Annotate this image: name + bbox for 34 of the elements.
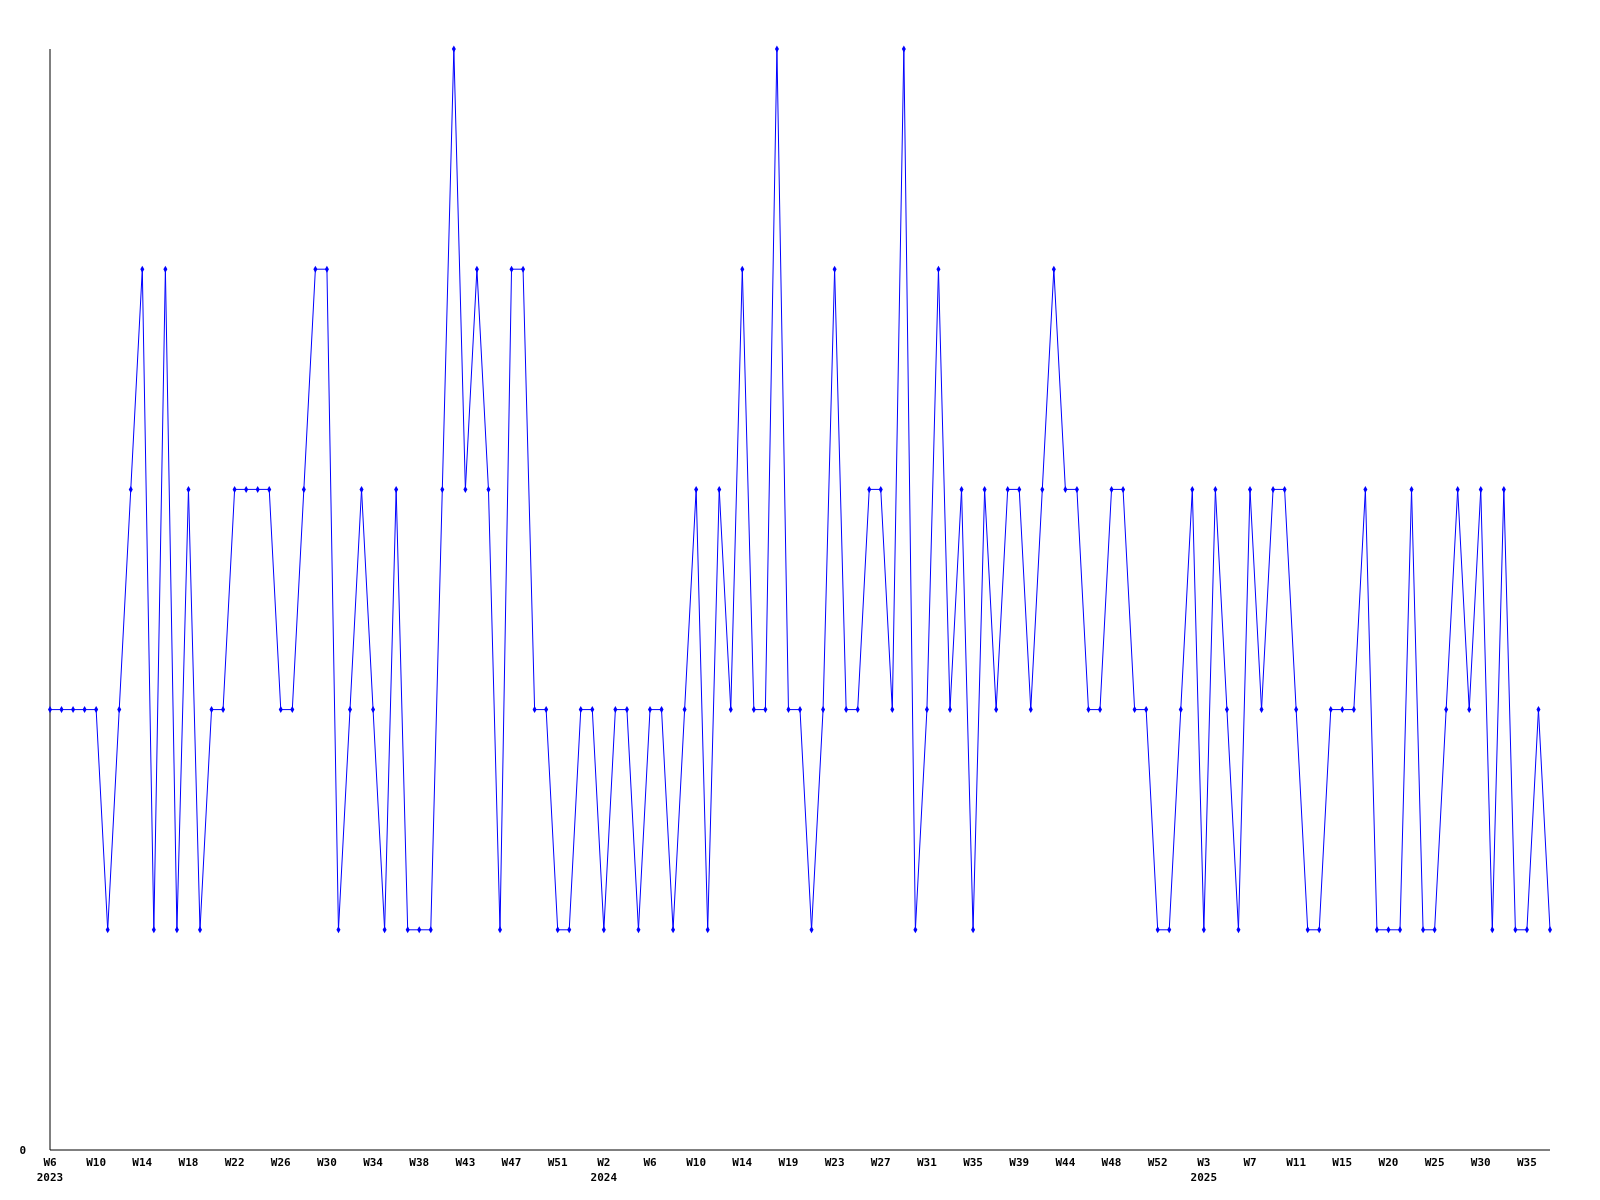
x-tick-label: W26 <box>270 1156 292 1169</box>
x-tick-label: W18 <box>178 1156 199 1169</box>
x-tick-label: W39 <box>1009 1156 1030 1169</box>
x-tick-label: W30 <box>316 1156 337 1169</box>
x-tick-label: W25 <box>1424 1156 1445 1169</box>
x-tick-label: W6 <box>643 1156 657 1169</box>
x-tick-label: W6 2023 <box>36 1156 64 1184</box>
x-tick-label: W19 <box>778 1156 799 1169</box>
x-tick-label: W30 <box>1470 1156 1491 1169</box>
x-tick-label: W51 <box>547 1156 568 1169</box>
x-tick-label: W47 <box>501 1156 522 1169</box>
x-tick-label: W35 <box>1516 1156 1537 1169</box>
x-tick-label: W15 <box>1332 1156 1353 1169</box>
text: 0 <box>19 1144 26 1157</box>
x-tick-label: W3 2025 <box>1190 1156 1218 1184</box>
x-tick-label: W14 <box>132 1156 153 1169</box>
x-tick-label: W27 <box>870 1156 891 1169</box>
x-tick-label: W43 <box>455 1156 476 1169</box>
x-tick-label: W48 <box>1101 1156 1122 1169</box>
x-tick-label: W34 <box>363 1156 384 1169</box>
x-tick-label: W10 <box>686 1156 707 1169</box>
x-tick-label: W31 <box>916 1156 938 1169</box>
x-tick-label: W10 <box>86 1156 107 1169</box>
x-tick-label: W20 <box>1378 1156 1399 1169</box>
x-tick-label: W44 <box>1055 1156 1076 1169</box>
x-tick-label: W35 <box>963 1156 984 1169</box>
x-tick-label: W23 <box>824 1156 845 1169</box>
x-tick-label: W52 <box>1147 1156 1168 1169</box>
x-tick-label: W7 <box>1243 1156 1257 1169</box>
x-tick-label: W14 <box>732 1156 753 1169</box>
x-tick-label: W22 <box>224 1156 245 1169</box>
x-tick-label: W11 <box>1286 1156 1307 1169</box>
x-tick-label: W2 2024 <box>590 1156 618 1184</box>
x-tick-label: W38 <box>409 1156 430 1169</box>
